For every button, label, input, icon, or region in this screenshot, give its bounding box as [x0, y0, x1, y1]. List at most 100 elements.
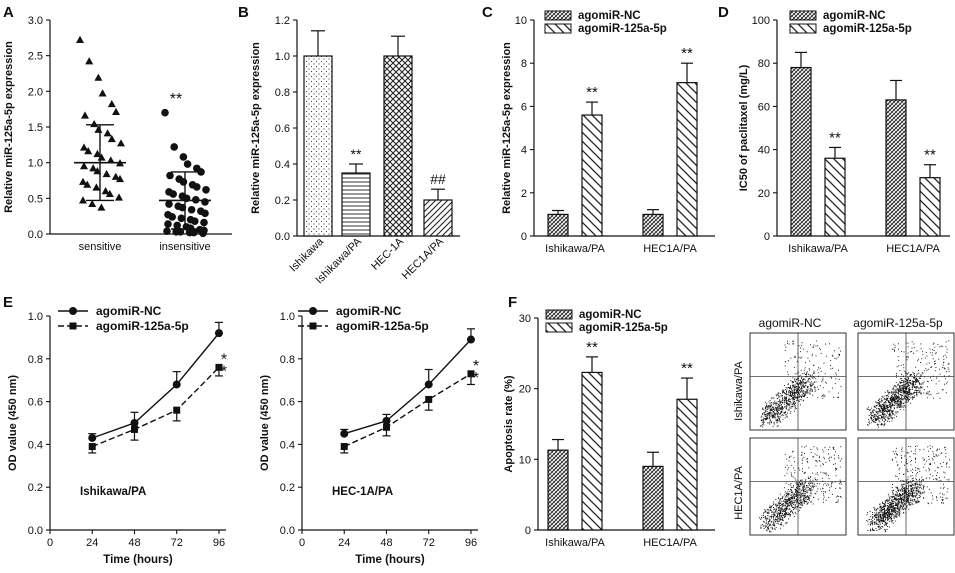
- data-point-triangle: [106, 156, 115, 164]
- bar: [824, 157, 846, 237]
- y-tick-label: 2: [521, 188, 527, 200]
- legend-marker: [69, 322, 77, 330]
- y-axis-label: OD value (450 nm): [259, 375, 271, 471]
- data-point-triangle: [81, 111, 89, 119]
- y-tick-label: 1.0: [280, 311, 295, 323]
- data-point-circle: [191, 217, 199, 225]
- legend-swatch: [545, 322, 573, 333]
- bar: [919, 177, 941, 237]
- significance-label: **: [351, 146, 362, 162]
- y-tick-label: 20: [758, 188, 770, 200]
- flow-event-dots: [759, 445, 843, 533]
- series-line: [343, 373, 472, 448]
- y-axis-label: Relative miR-125a-5p expression: [3, 41, 15, 213]
- x-tick-label: 96: [465, 537, 477, 549]
- data-point-circle: [201, 198, 209, 206]
- data-point-circle: [168, 213, 176, 221]
- data-point-triangle: [111, 172, 120, 180]
- flow-plot-hec1a-nc: [749, 437, 847, 536]
- legend-swatch: [789, 10, 817, 21]
- data-point-triangle: [89, 164, 98, 172]
- y-tick-label: 0.6: [275, 123, 290, 135]
- x-category-label: Ishikawa/PA: [545, 243, 605, 255]
- flow-plot-ishikawa-nc: [749, 332, 847, 431]
- significance-label: **: [681, 360, 693, 377]
- significance-label: **: [586, 84, 598, 101]
- data-point-triangle: [117, 139, 125, 147]
- flow-plot-hec1a-125a: [857, 437, 955, 536]
- data-point-circle: [165, 200, 173, 208]
- y-tick-label: 100: [752, 15, 770, 27]
- significance-label: **: [586, 339, 598, 356]
- data-point-triangle: [80, 162, 88, 170]
- series-line: [91, 366, 220, 448]
- legend-label: agomiR-NC: [96, 304, 162, 318]
- panel-f-bar-chart: 0 10 20 30 Apoptosis rate (%) Ishikawa/PA ** HE…: [503, 309, 715, 549]
- panel-e-line-chart-ishikawa: 0.0 0.2 0.4 0.6 0.8 1.0 OD value (450 nm) 0 24 48…: [7, 304, 227, 566]
- data-point-triangle: [76, 35, 84, 43]
- flow-row-label-hec1a: HEC1A/PA: [733, 466, 745, 520]
- x-category-label: HEC1A/PA: [886, 243, 940, 255]
- data-point-triangle: [107, 134, 116, 143]
- data-point-circle: [199, 229, 207, 238]
- data-point-circle: [169, 190, 177, 198]
- bar: [423, 199, 453, 237]
- y-tick-label: 8: [521, 58, 527, 70]
- legend-label: agomiR-NC: [336, 304, 402, 318]
- data-point-circle: [163, 227, 171, 235]
- data-point-circle: [200, 218, 208, 227]
- legend-swatch: [789, 23, 817, 34]
- data-point-square: [382, 423, 390, 431]
- x-tick-label: 24: [86, 537, 98, 549]
- significance-label: *: [473, 358, 479, 375]
- data-point-triangle: [101, 187, 110, 195]
- significance-label: **: [924, 147, 936, 164]
- y-tick-label: 6: [521, 101, 527, 113]
- data-point-circle: [201, 209, 209, 218]
- data-point-triangle: [80, 143, 88, 151]
- y-tick-label: 0: [764, 231, 770, 243]
- y-tick-label: 0.5: [28, 193, 43, 205]
- data-point-square: [173, 406, 181, 414]
- data-point-circle: [466, 335, 475, 344]
- legend-marker: [69, 307, 77, 315]
- legend-label: agomiR-125a-5p: [823, 23, 912, 35]
- x-tick-label: 0: [299, 537, 305, 549]
- data-point-circle: [340, 429, 349, 438]
- panel-letter-b: B: [238, 4, 249, 21]
- legend-label: agomiR-125a-5p: [578, 23, 667, 35]
- y-tick-label: 0.0: [28, 525, 43, 537]
- y-axis-label: Relative miR-125a-5p expression: [250, 42, 262, 214]
- data-point-triangle: [112, 107, 120, 116]
- data-point-triangle: [116, 174, 124, 183]
- panel-letters: A B C D E F: [3, 4, 729, 311]
- y-tick-label: 3.0: [28, 15, 43, 27]
- legend-marker: [309, 322, 317, 330]
- chart-title: HEC-1A/PA: [332, 486, 393, 498]
- y-tick-label: 1.0: [275, 51, 290, 63]
- y-axis-label: IC50 of paclitaxel (mg/L): [738, 64, 750, 191]
- legend-label: agomiR-NC: [579, 309, 642, 321]
- bar: [581, 371, 603, 531]
- bar: [383, 55, 413, 237]
- y-tick-label: 2.0: [28, 86, 43, 98]
- y-tick-label: 0.6: [28, 397, 43, 409]
- data-point-circle: [202, 185, 210, 194]
- y-tick-label: 0.8: [28, 354, 43, 366]
- chart-title: Ishikawa/PA: [80, 486, 146, 498]
- y-tick-label: 0.4: [28, 439, 43, 451]
- y-tick-label: 0.0: [275, 231, 290, 243]
- x-tick-label: 48: [128, 537, 140, 549]
- x-category-label: HEC1A/PA: [400, 235, 447, 282]
- bar: [642, 213, 664, 237]
- data-point-square: [467, 370, 475, 378]
- data-point-triangle: [79, 177, 87, 185]
- data-point-triangle: [94, 73, 103, 81]
- panel-a-scatter: 0.0 0.5 1.0 1.5 2.0 2.5 3.0 Relative miR-125a-5…: [3, 15, 232, 253]
- y-tick-label: 80: [758, 58, 770, 70]
- y-axis-label: OD value (450 nm): [7, 375, 19, 471]
- y-tick-label: 1.0: [28, 311, 43, 323]
- legend-swatch: [545, 309, 573, 320]
- y-tick-label: 1.5: [28, 122, 43, 134]
- data-point-circle: [173, 221, 181, 230]
